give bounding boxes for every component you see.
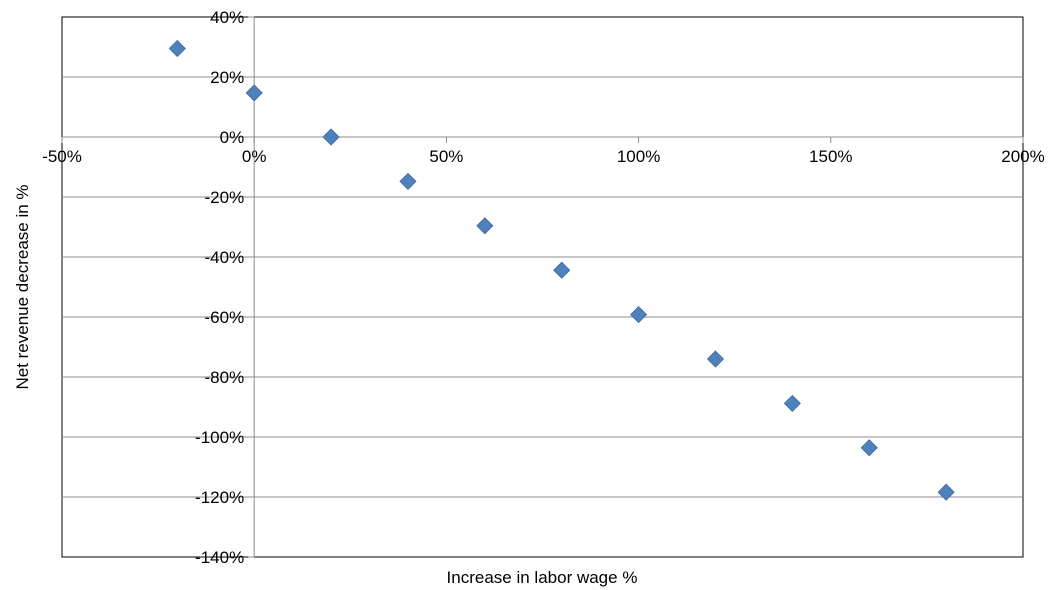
y-axis-title: Net revenue decrease in % (13, 184, 32, 389)
axes (61, 16, 1024, 558)
plot-area-border (61, 16, 1024, 558)
data-point (168, 39, 186, 58)
data-point (783, 394, 801, 412)
data-point (860, 439, 878, 457)
x-tick-label: 50% (429, 147, 463, 166)
y-axis-tick-labels: 40% 20% 0% -20% -40% -60% -80% -100% -120% -140% (195, 8, 244, 567)
data-point (630, 306, 648, 324)
data-point (553, 261, 571, 279)
y-tick-label: -80% (205, 368, 245, 387)
x-tick-label: 100% (617, 147, 660, 166)
grid-lines (62, 76, 1023, 498)
data-point (322, 128, 340, 146)
x-tick-label: 200% (1001, 147, 1044, 166)
data-point (706, 350, 725, 368)
y-tick-label: -120% (195, 488, 244, 507)
x-axis-title: Increase in labor wage % (447, 568, 638, 587)
y-tick-label: -40% (205, 248, 245, 267)
y-tick-label: 0% (220, 128, 245, 147)
y-tick-label: 20% (210, 68, 244, 87)
y-tick-label: -60% (205, 308, 245, 327)
data-point (399, 172, 417, 190)
y-tick-label: -100% (195, 428, 244, 447)
x-tick-label: 0% (242, 147, 267, 166)
y-tick-label: 40% (210, 8, 244, 27)
data-point (245, 84, 263, 102)
data-point (937, 483, 955, 501)
x-tick-label: 150% (809, 147, 852, 166)
y-tick-label: -20% (205, 188, 245, 207)
x-axis-tick-labels: -50% 0% 50% 100% 150% 200% (42, 147, 1045, 166)
x-tick-label: -50% (42, 147, 82, 166)
y-tick-label: -140% (195, 548, 244, 567)
data-point (476, 217, 494, 235)
data-points (168, 39, 955, 501)
